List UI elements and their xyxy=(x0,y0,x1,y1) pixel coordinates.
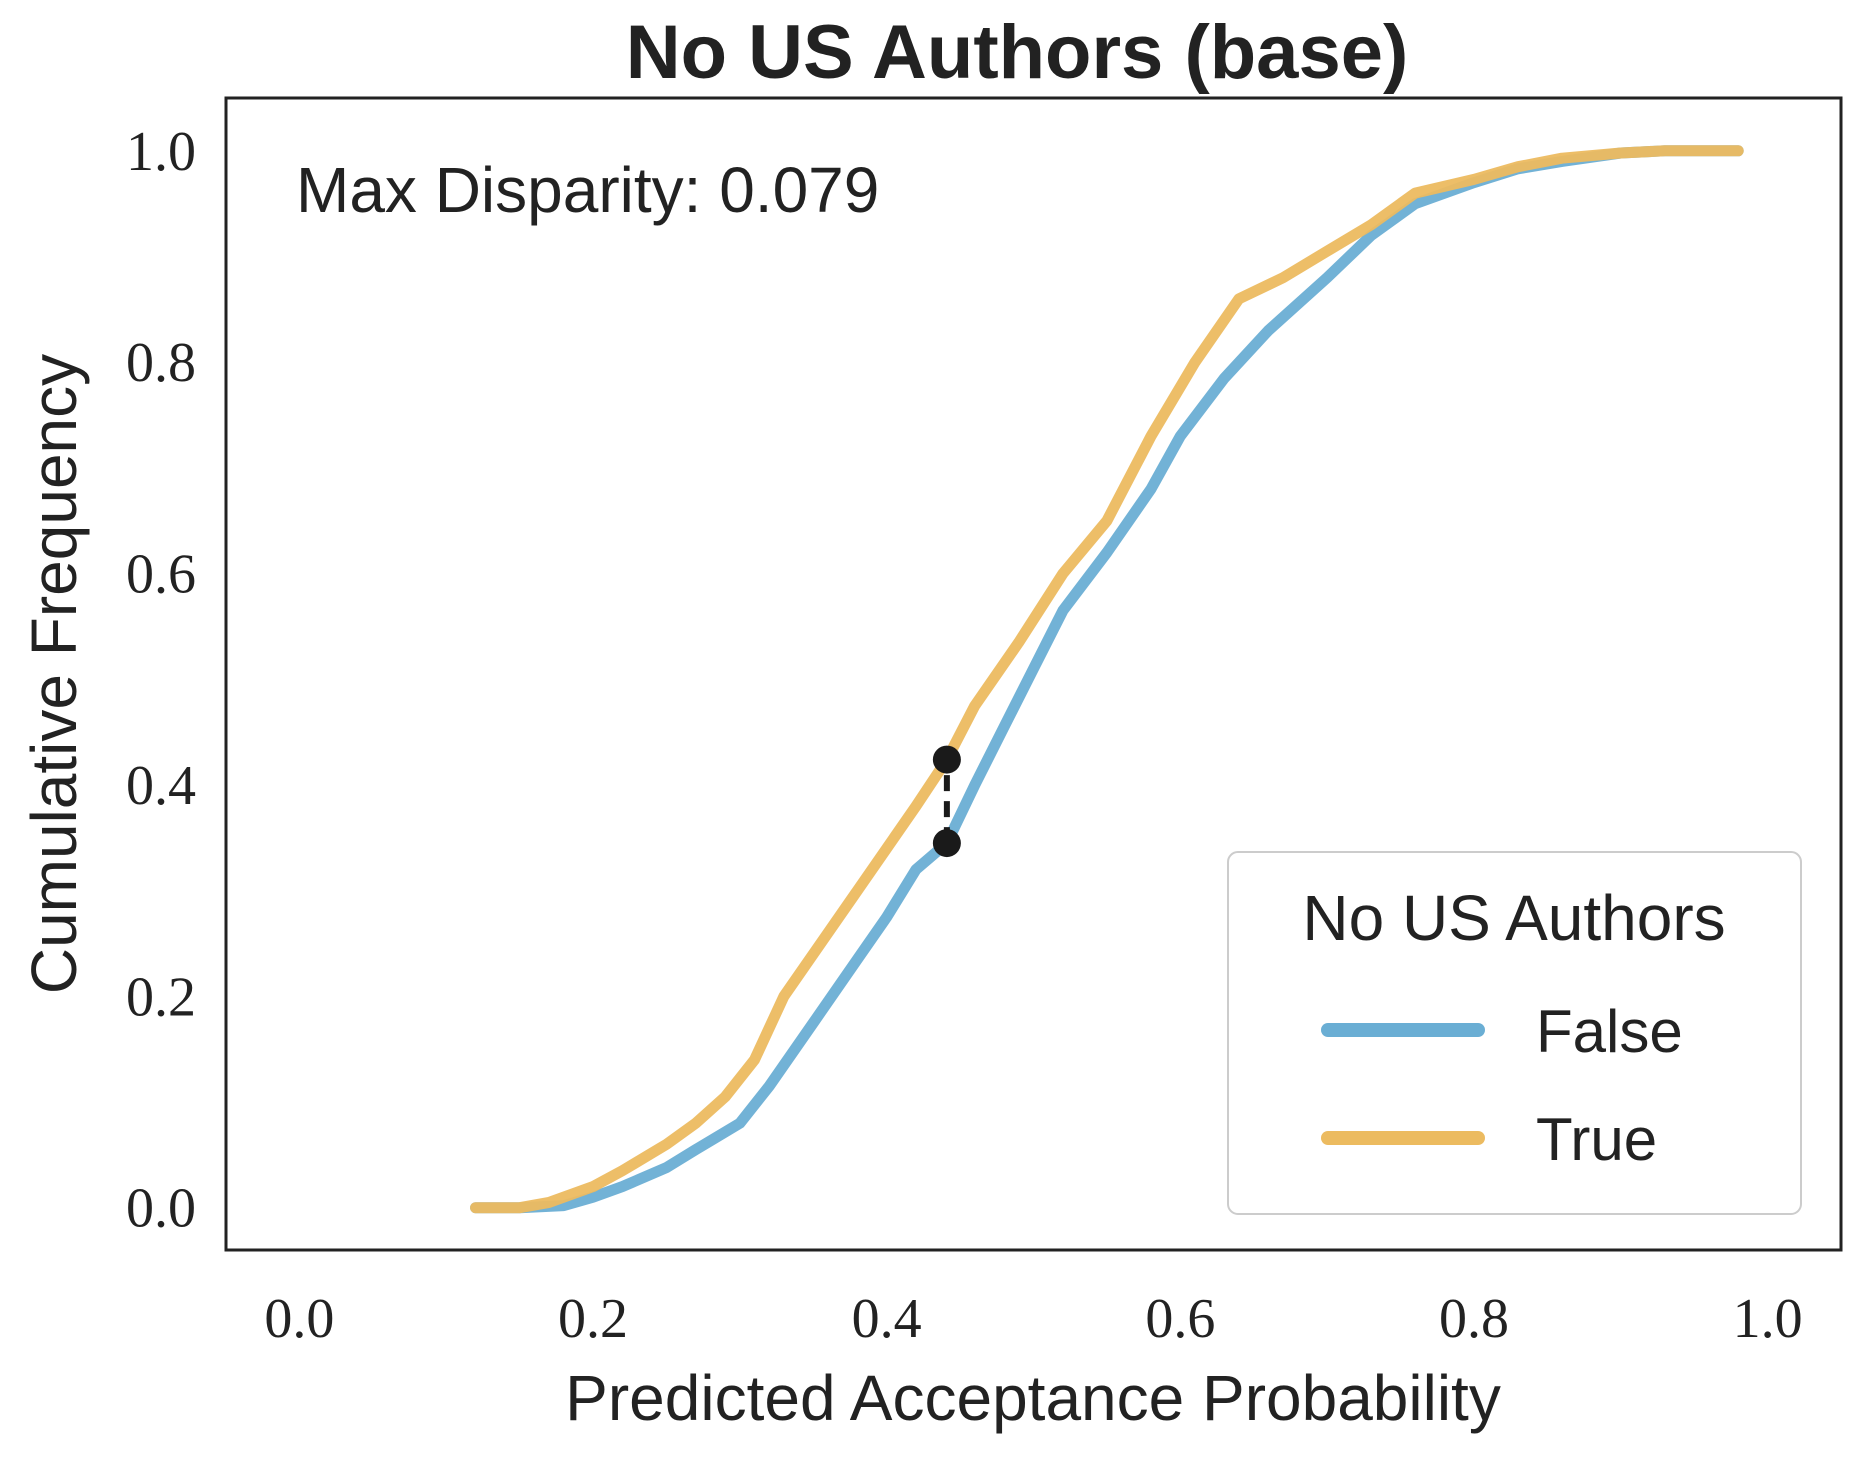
y-tick-label: 0.6 xyxy=(126,544,196,606)
x-axis-label: Predicted Acceptance Probability xyxy=(565,1362,1501,1434)
legend-title: No US Authors xyxy=(1302,882,1725,954)
series-layer xyxy=(470,145,1744,1214)
x-tick-label: 0.8 xyxy=(1439,1288,1509,1350)
chart-title: No US Authors (base) xyxy=(626,10,1409,95)
x-axis-ticks: 0.0 0.2 0.4 0.6 0.8 1.0 xyxy=(264,1288,1802,1350)
max-disparity-annotation: Max Disparity: 0.079 xyxy=(296,154,879,226)
x-tick-label: 0.6 xyxy=(1145,1288,1215,1350)
y-tick-label: 0.2 xyxy=(126,966,196,1028)
y-tick-label: 0.8 xyxy=(126,332,196,394)
x-tick-label: 0.0 xyxy=(264,1288,334,1350)
disparity-point-low xyxy=(932,829,961,858)
y-tick-label: 0.4 xyxy=(126,755,196,817)
y-tick-label: 1.0 xyxy=(126,121,196,183)
legend-label-true: True xyxy=(1536,1106,1657,1173)
y-axis-ticks: 0.0 0.2 0.4 0.6 0.8 1.0 xyxy=(126,121,196,1240)
legend: No US Authors False True xyxy=(1227,851,1802,1215)
plot-area-frame xyxy=(224,96,1843,1252)
disparity-point-high xyxy=(932,745,961,774)
series-line-true xyxy=(470,145,1744,1214)
x-tick-label: 0.4 xyxy=(852,1288,922,1350)
legend-box xyxy=(1227,851,1802,1215)
x-tick-label: 0.2 xyxy=(558,1288,628,1350)
legend-label-false: False xyxy=(1536,998,1683,1065)
y-axis-label: Cumulative Frequency xyxy=(18,354,90,994)
x-tick-label: 1.0 xyxy=(1733,1288,1803,1350)
y-tick-label: 0.0 xyxy=(126,1178,196,1240)
disparity-marker xyxy=(932,745,961,858)
